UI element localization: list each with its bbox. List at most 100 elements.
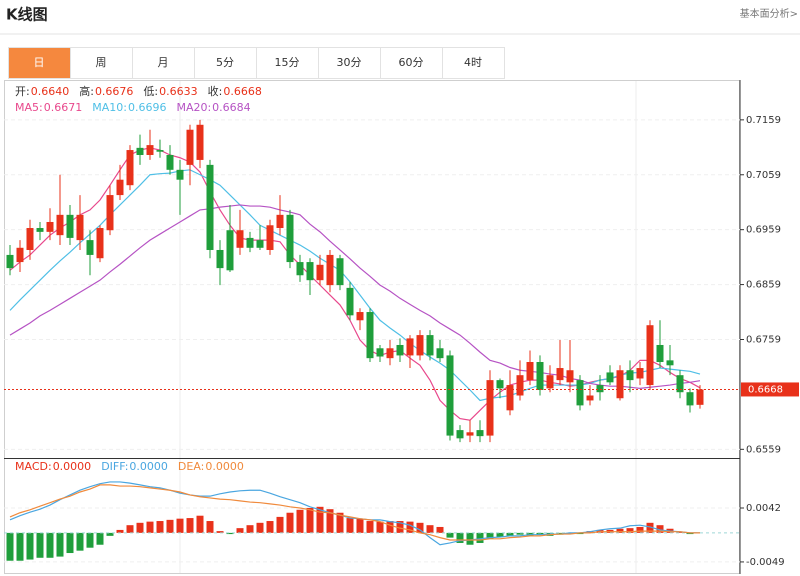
tab-label[interactable]: 日 (34, 56, 45, 69)
macd-bar (86, 532, 94, 548)
indicator-line (9, 484, 700, 541)
macd-bar (536, 532, 544, 535)
candle-body (306, 262, 314, 281)
tab[interactable] (70, 47, 133, 79)
candle-body (196, 124, 204, 160)
macd-bar (226, 532, 234, 535)
candle-body (166, 154, 174, 170)
candle-body (486, 380, 494, 436)
candle-body (596, 385, 604, 393)
legend-value: 0.6696 (128, 101, 167, 114)
fundamental-link[interactable]: 基本面分析> (740, 7, 798, 20)
macd-bar (56, 532, 64, 557)
macd-bar (616, 528, 624, 533)
legend-label: 高: (79, 84, 94, 98)
candle-body (446, 355, 454, 436)
candle-body (106, 195, 114, 231)
legend-value: 0.0000 (129, 460, 168, 473)
macd-bar (206, 521, 214, 533)
macd-bar (166, 519, 174, 533)
indicator-line (9, 169, 701, 402)
candle-body (266, 225, 274, 250)
macd-bar (506, 532, 514, 536)
macd-bar (456, 532, 464, 543)
macd-bar (46, 532, 54, 558)
tab-label[interactable]: 5分 (216, 56, 234, 69)
candle-body (326, 254, 334, 286)
candle-body (116, 179, 124, 196)
candle-body (336, 258, 344, 286)
legend-label: 低: (143, 85, 158, 98)
candle-body (646, 325, 654, 386)
macd-bar (446, 532, 454, 538)
macd-bar (336, 512, 344, 533)
last-price-box (741, 382, 799, 397)
tab-label[interactable]: 4时 (464, 56, 482, 69)
macd-bar (186, 518, 194, 533)
macd-bar (136, 522, 144, 533)
candle-body (656, 344, 664, 363)
candle-body (316, 264, 324, 281)
legend-value: 0.6684 (212, 101, 251, 114)
candle-body (606, 372, 614, 383)
tab-label[interactable]: 60分 (399, 56, 424, 69)
candle-body (436, 348, 444, 359)
macd-bar (646, 522, 654, 533)
tab[interactable] (132, 47, 195, 79)
macd-bar (306, 508, 314, 533)
macd-bar (256, 522, 264, 533)
tab-label[interactable]: 15分 (275, 56, 300, 69)
candle-body (356, 312, 364, 321)
macd-bar (656, 525, 664, 533)
macd-bar (396, 521, 404, 533)
indicator-line (9, 204, 701, 389)
y-tick-label: 0.6859 (746, 280, 781, 291)
candle-body (616, 370, 624, 399)
tab-bar: 日 周 月 5分 15分 30分 60分 4时 (8, 47, 505, 79)
macd-bar (276, 516, 284, 533)
macd-bar (636, 526, 644, 533)
macd-bar (116, 529, 124, 533)
legend-value: 0.6668 (223, 85, 262, 98)
y-tick-label: 0.7059 (746, 170, 781, 181)
y-tick-label: 0.0042 (746, 503, 781, 514)
candle-body (136, 147, 144, 155)
macd-bar (376, 521, 384, 533)
y-tick-label: 0.7159 (746, 115, 781, 126)
candle-body (286, 214, 294, 263)
candle-body (16, 247, 24, 263)
candle-body (626, 370, 634, 381)
tab[interactable] (442, 47, 505, 79)
candle-body (146, 145, 154, 155)
candle-body (96, 228, 104, 259)
candle-body (456, 430, 464, 439)
y-tick-label: 0.6959 (746, 225, 781, 236)
tab-label[interactable]: 30分 (337, 56, 362, 69)
candle-body (56, 214, 64, 236)
legend-label: MA5: (15, 101, 43, 114)
y-tick-label: 0.6759 (746, 334, 781, 345)
candle-body (556, 368, 564, 381)
macd-bar (6, 532, 14, 561)
tab-label[interactable]: 月 (158, 56, 169, 69)
macd-bar (296, 509, 304, 533)
candle-body (26, 228, 34, 250)
candle-body (346, 287, 354, 316)
plot-area: 0.7159 0.7059 0.6959 0.6859 0.6759 0.6559 0.66… (4, 84, 799, 568)
macd-bar (426, 525, 434, 533)
macd-bar (386, 521, 394, 533)
candle-body (396, 344, 404, 356)
candle-body (246, 237, 254, 248)
candle-body (6, 254, 14, 269)
macd-bar (286, 512, 294, 533)
tab-label[interactable]: 周 (96, 56, 107, 69)
candle-body (376, 348, 384, 357)
legend-value: 0.6676 (95, 85, 134, 98)
candle-body (466, 432, 474, 436)
candle-body (686, 392, 694, 406)
macd-bar (16, 532, 24, 561)
candle-body (276, 214, 284, 229)
legend-value: 0.6633 (159, 85, 198, 98)
